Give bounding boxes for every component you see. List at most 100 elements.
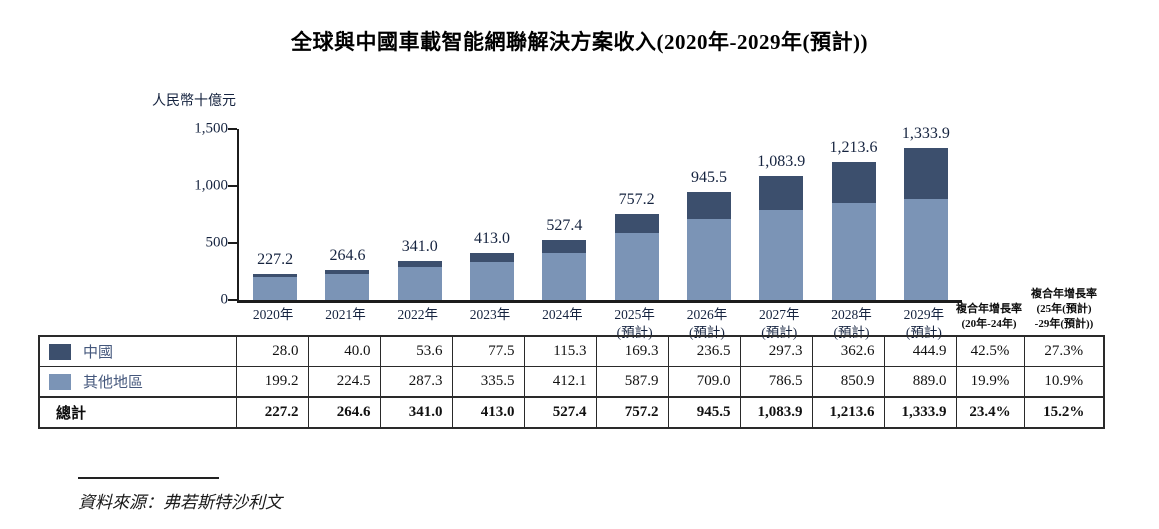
value-cell: 199.2	[235, 366, 309, 398]
y-tick-label: 0	[220, 291, 229, 308]
value-cell: 264.6	[307, 396, 381, 429]
row-header-cell: 其他地區	[38, 366, 237, 398]
bar-segment-china	[831, 161, 876, 203]
bar-segment-other-regions	[903, 198, 948, 300]
row-label: 其他地區	[83, 375, 144, 391]
cagr-cell: 23.4%	[955, 396, 1025, 429]
bar-segment-other-regions	[686, 219, 731, 300]
table-row: 總計 227.2 264.6 341.0 413.0 527.4 757.2 945.5 1,0…	[38, 396, 1105, 429]
x-axis-label-year: 2020年	[252, 307, 294, 322]
bar-group: 341.0	[384, 129, 456, 300]
bar-value-label: 227.2	[257, 251, 294, 269]
bar-segment-other-regions	[397, 267, 442, 300]
bar-group: 945.5	[673, 129, 745, 300]
y-tick-mark	[228, 185, 237, 187]
bar-segment-other-regions	[614, 232, 659, 300]
bar-segment-china	[686, 192, 731, 220]
bar-segment-other-regions	[831, 203, 876, 300]
value-cell: 341.0	[379, 396, 453, 429]
x-axis-label: 2023年	[454, 306, 526, 324]
bar-value-label: 757.2	[618, 190, 655, 208]
bar-segment-other-regions	[325, 274, 370, 300]
stacked-bar	[397, 261, 442, 300]
stacked-bar	[614, 213, 659, 300]
y-tick-mark	[228, 128, 237, 130]
bar-value-label: 264.6	[329, 246, 366, 264]
row-header-cell: 總計	[38, 396, 237, 429]
cagr-header-line: (25年(預計)	[1036, 302, 1092, 315]
legend-swatch	[49, 374, 71, 390]
value-cell: 287.3	[379, 366, 453, 398]
value-cell: 224.5	[307, 366, 381, 398]
row-header-cell: 中國	[38, 335, 237, 367]
bar-value-label: 1,083.9	[757, 153, 806, 171]
bar-segment-other-regions	[253, 277, 298, 300]
bar-segment-other-regions	[542, 253, 587, 300]
value-cell: 786.5	[739, 366, 813, 398]
value-cell: 889.0	[883, 366, 957, 398]
cagr-header-line: (20年-24年)	[961, 317, 1017, 330]
value-cell: 77.5	[451, 335, 525, 367]
bar-segment-china	[614, 213, 659, 233]
x-axis-label-year: 2021年	[325, 307, 366, 322]
value-cell: 527.4	[523, 396, 597, 429]
data-table: 中國 28.0 40.0 53.6 77.5 115.3 169.3 236.5 297.3 36…	[38, 335, 1105, 429]
bar-group: 1,333.9	[890, 125, 962, 300]
bar-segment-china	[542, 239, 587, 254]
value-cell: 227.2	[235, 396, 309, 429]
bar-value-label: 1,213.6	[829, 138, 878, 156]
y-tick-label: 1,500	[194, 120, 228, 137]
bar-group: 1,213.6	[817, 129, 889, 300]
chart-title: 全球與中國車載智能網聯解決方案收入(2020年-2029年(預計))	[291, 30, 868, 54]
cagr-cell: 10.9%	[1023, 366, 1105, 398]
value-cell: 40.0	[307, 335, 381, 367]
value-cell: 362.6	[811, 335, 885, 367]
source-divider	[78, 477, 219, 479]
bar-group: 227.2	[239, 129, 311, 300]
bar-segment-china	[470, 252, 515, 262]
x-axis-label-year: 2022年	[397, 307, 438, 322]
x-axis-label-year: 2024年	[542, 307, 583, 322]
source-note: 資料來源：弗若斯特沙利文	[78, 493, 282, 512]
bar-group: 413.0	[456, 129, 528, 300]
value-cell: 297.3	[739, 335, 813, 367]
value-cell: 413.0	[451, 396, 525, 429]
bar-segment-china	[397, 261, 442, 268]
value-cell: 850.9	[811, 366, 885, 398]
bar-segment-other-regions	[470, 261, 515, 300]
bar-segment-china	[903, 147, 948, 199]
value-cell: 236.5	[667, 335, 741, 367]
x-axis-label-year: 2027年	[758, 307, 800, 322]
y-axis-unit-label: 人民幣十億元	[152, 94, 236, 109]
table-row: 中國 28.0 40.0 53.6 77.5 115.3 169.3 236.5 297.3 36…	[38, 335, 1105, 367]
cagr-header-line: 複合年增長率	[1031, 288, 1097, 300]
cagr-cell: 42.5%	[955, 335, 1025, 367]
x-axis-label-year: 2028年	[831, 307, 872, 322]
table-row: 其他地區 199.2 224.5 287.3 335.5 412.1 587.9 709.0 7…	[38, 366, 1105, 398]
x-axis-label-year: 2025年	[614, 307, 655, 322]
stacked-bar	[542, 239, 587, 300]
cagr-header-line: 複合年增長率	[956, 303, 1022, 315]
bar-segment-china	[759, 176, 804, 211]
y-tick-label: 500	[205, 234, 229, 251]
value-cell: 1,083.9	[739, 396, 813, 429]
bar-group: 1,083.9	[745, 129, 817, 300]
cagr-header-2: 複合年增長率 (25年(預計) -29年(預計))	[1021, 287, 1107, 332]
bar-value-label: 1,333.9	[901, 124, 950, 142]
cagr-header-1: 複合年增長率 (20年-24年)	[948, 302, 1030, 332]
bar-group: 264.6	[311, 129, 383, 300]
x-axis-label: 2020年	[237, 306, 309, 324]
value-cell: 28.0	[235, 335, 309, 367]
cagr-cell: 15.2%	[1023, 396, 1105, 429]
y-tick-label: 1,000	[194, 177, 228, 194]
value-cell: 945.5	[667, 396, 741, 429]
stacked-bar	[325, 269, 370, 300]
stacked-bar	[253, 274, 298, 300]
value-cell: 1,333.9	[883, 396, 957, 429]
value-cell: 335.5	[451, 366, 525, 398]
bar-segment-china	[325, 269, 370, 275]
value-cell: 115.3	[523, 335, 597, 367]
bar-value-label: 945.5	[690, 169, 727, 187]
stacked-bar	[759, 176, 804, 300]
